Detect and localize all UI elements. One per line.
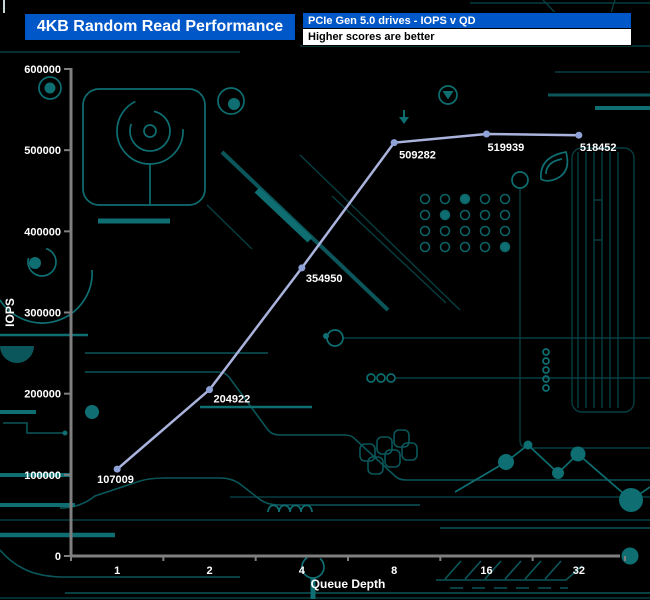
dot-grid-dot — [479, 209, 491, 221]
dot-grid-dot — [459, 209, 471, 221]
chart-title: 4KB Random Read Performance — [36, 18, 284, 35]
dot-grid-dot — [439, 225, 451, 237]
dot-grid-dot — [439, 241, 451, 253]
y-axis-tick-label: 600000 — [24, 64, 61, 76]
x-axis-tick-label: 16 — [480, 565, 492, 577]
dot-grid-dot — [499, 193, 511, 205]
dot-grid-dot — [459, 241, 471, 253]
dot-grid-dot — [499, 241, 511, 253]
y-axis-tick-label: 0 — [55, 551, 61, 563]
y-axis-tick-label: 400000 — [24, 226, 61, 238]
chart-title-bar: 4KB Random Read Performance — [25, 14, 295, 40]
circuit-mid-traces — [0, 93, 650, 594]
legend-series-row: PCIe Gen 5.0 drives - IOPS v QD — [303, 13, 631, 29]
data-point-value-label: 107009 — [97, 474, 134, 486]
dot-grid-dot — [419, 209, 431, 221]
dot-grid-dot — [439, 193, 451, 205]
dot-grid-dot — [459, 193, 471, 205]
legend-note-row: Higher scores are better — [303, 29, 631, 45]
dot-grid-dot — [499, 225, 511, 237]
y-axis-tick-label: 100000 — [24, 470, 61, 482]
dot-grid-dot — [439, 209, 451, 221]
dot-grid-dot — [419, 225, 431, 237]
dot-grid-dot — [419, 241, 431, 253]
y-axis-tick-label: 200000 — [24, 389, 61, 401]
x-axis-tick-label: 32 — [573, 565, 585, 577]
data-point-value-label: 518452 — [580, 142, 617, 154]
data-point-value-label: 354950 — [306, 273, 343, 285]
dot-grid-dot — [479, 193, 491, 205]
y-axis-title: IOPS — [3, 298, 17, 327]
dot-grid-dot — [479, 241, 491, 253]
dot-grid-dot — [479, 225, 491, 237]
circuit-thick-traces — [0, 106, 650, 599]
data-point-value-label: 509282 — [399, 150, 436, 162]
data-point-marker — [298, 264, 306, 272]
data-point-value-label: 519939 — [488, 142, 525, 154]
dot-grid-dot — [499, 209, 511, 221]
series-line — [116, 132, 579, 471]
x-axis-tick-label: 1 — [114, 565, 120, 577]
data-point-value-label: 204922 — [214, 394, 251, 406]
data-point-marker — [113, 465, 121, 473]
dot-grid-dot — [419, 193, 431, 205]
data-point-marker — [575, 131, 583, 139]
x-axis-tick-label: 8 — [391, 565, 397, 577]
y-axis-tick-label: 300000 — [24, 308, 61, 320]
x-axis-title: Queue Depth — [311, 577, 386, 591]
data-point-marker — [483, 130, 490, 138]
y-axis-tick-label: 500000 — [24, 145, 61, 157]
x-axis-tick-label: 2 — [206, 565, 212, 577]
x-axis-tick-label: 4 — [299, 565, 306, 577]
chart-legend-box: PCIe Gen 5.0 drives - IOPS v QD Higher s… — [302, 12, 632, 46]
data-point-marker — [390, 139, 398, 147]
dot-grid-dot — [459, 225, 471, 237]
data-point-marker — [206, 386, 213, 394]
